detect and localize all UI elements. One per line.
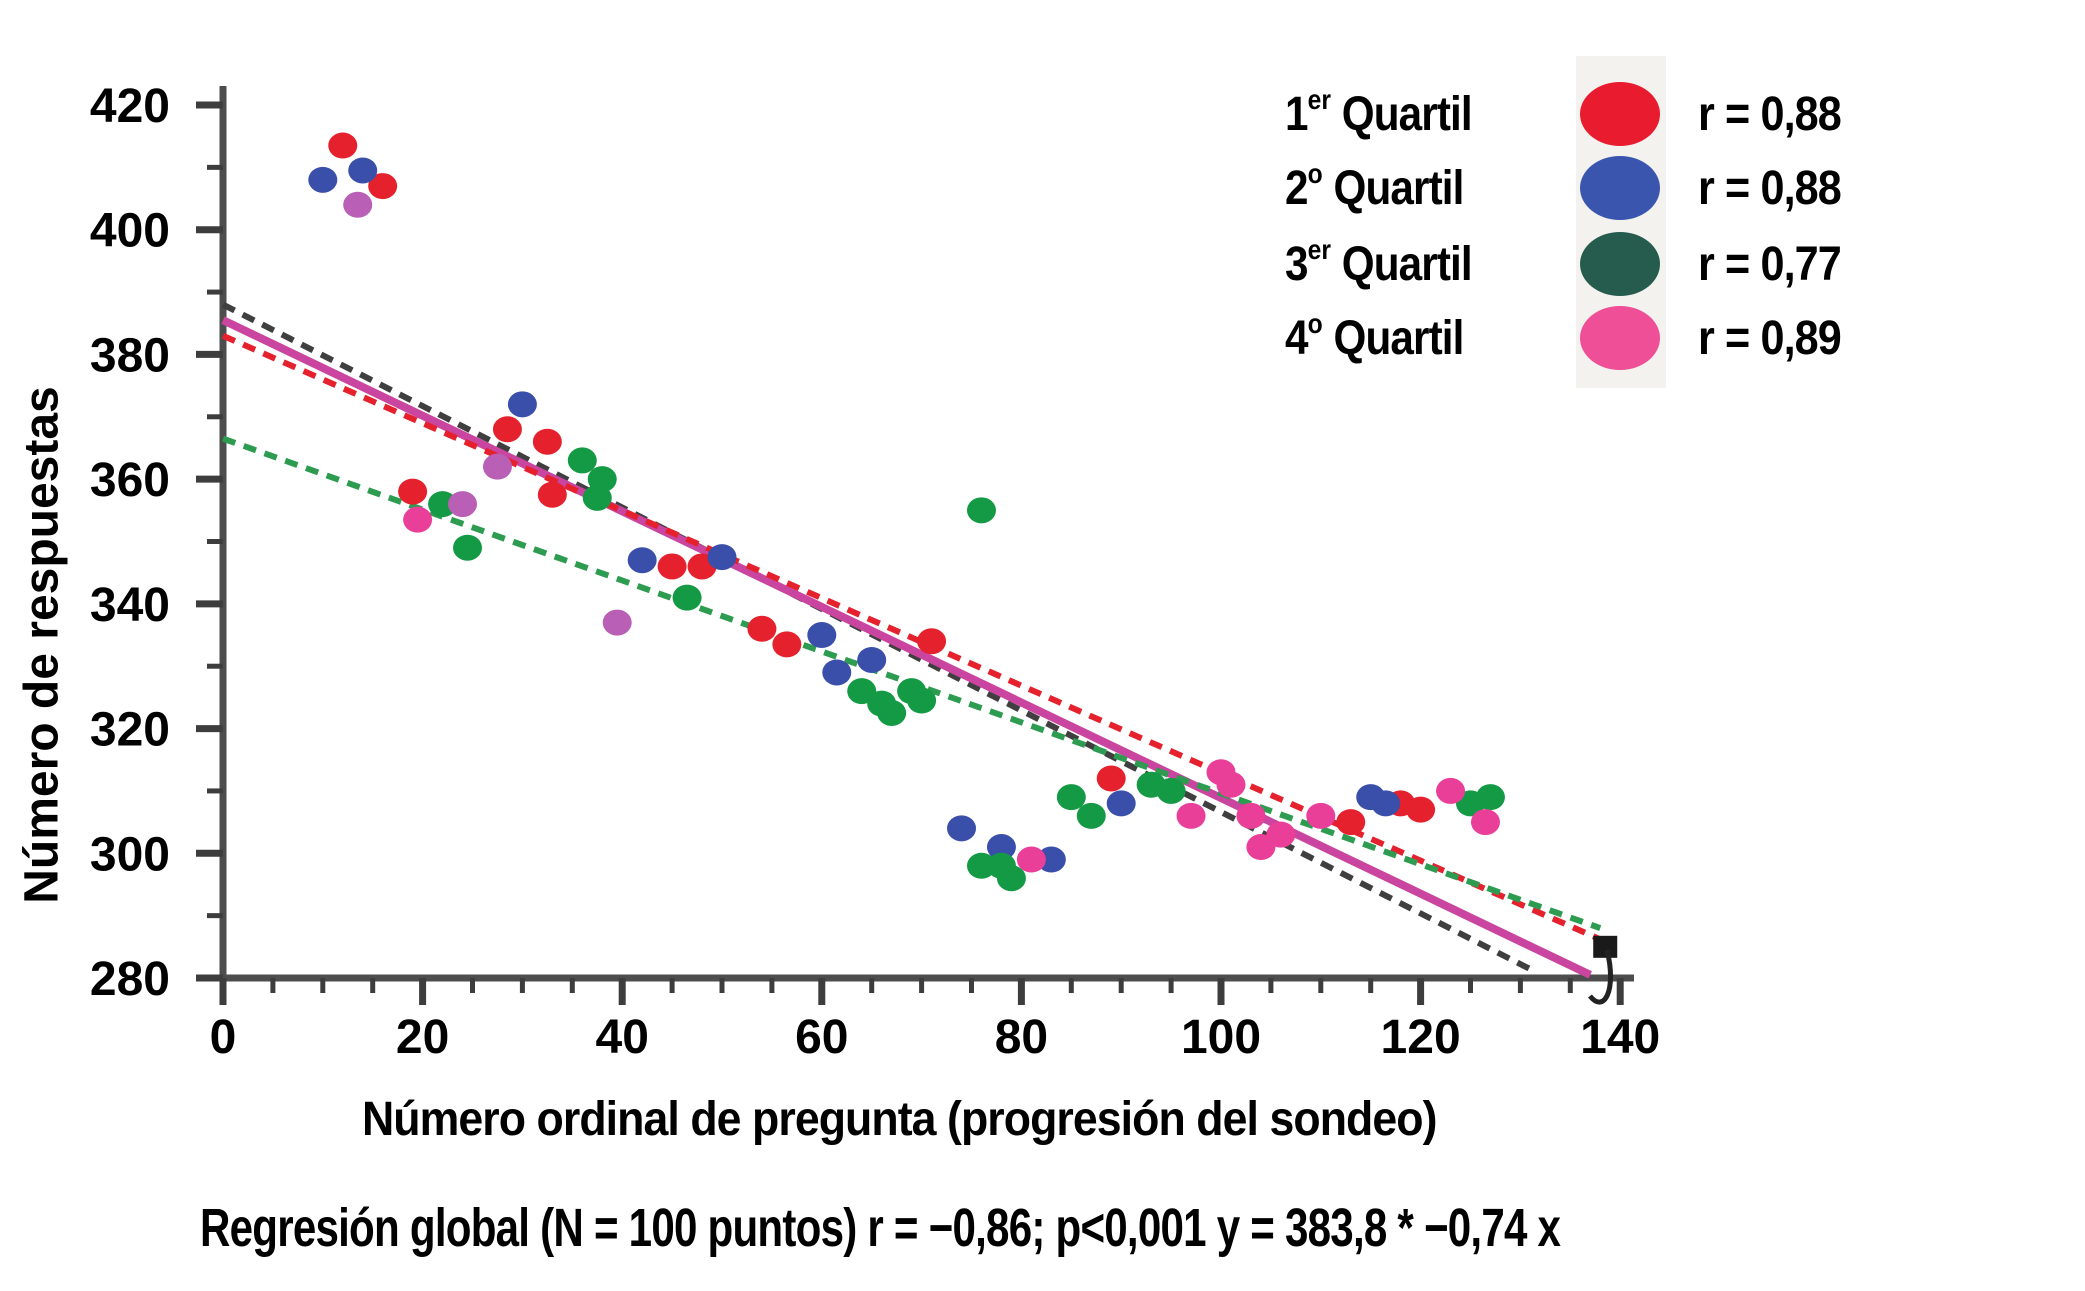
data-point-q1 [772,631,802,658]
data-point-q1 [657,553,687,580]
legend-row-q1: 1er Quartil r = 0,88 [1285,80,2005,148]
legend-r-value: r = 0,89 [1698,311,1842,365]
data-point-q3 [966,497,996,524]
data-point-q4 [602,609,632,636]
data-point-q3 [453,534,483,561]
data-point-q1 [532,428,562,455]
x-tick-label: 140 [1580,1011,1660,1064]
y-tick-label: 300 [90,828,170,881]
y-tick-label: 340 [90,579,170,632]
data-point-q2 [857,646,887,673]
legend-r-value: r = 0,88 [1698,87,1842,141]
data-point-q2 [627,547,657,574]
data-point-q1 [1336,809,1366,836]
data-point-q3 [582,484,612,511]
regression-line-magenta [221,316,1592,979]
data-point-q4 [448,491,478,518]
data-point-q1 [1406,796,1436,823]
data-point-q2 [947,815,977,842]
data-point-q1 [368,173,398,200]
data-point-q2 [1106,790,1136,817]
x-tick-label: 40 [596,1011,649,1064]
data-point-q3 [567,447,597,474]
data-point-q1 [917,628,947,655]
data-point-q4 [343,191,373,218]
regression-line-red [221,332,1612,947]
x-axis-title: Número ordinal de pregunta (progresión d… [362,1093,1437,1146]
data-point-q1 [398,478,428,505]
legend-label: 4o Quartil [1285,307,1464,365]
x-tick-label: 80 [995,1011,1048,1064]
legend-swatch-q4 [1580,306,1660,370]
data-point-q4 [1436,777,1466,804]
data-point-q4 [1016,846,1046,873]
y-tick-label: 380 [90,329,170,382]
scan-artifact-hook [1588,949,1613,1005]
data-point-q4 [1216,771,1246,798]
data-point-q3 [672,584,702,611]
legend-row-q3: 3er Quartil r = 0,77 [1285,230,2005,298]
data-point-q2 [1371,790,1401,817]
data-point-q2 [807,622,837,649]
data-point-q4 [1176,802,1206,829]
legend-swatch-q3 [1580,232,1660,296]
data-point-q4 [1266,821,1296,848]
x-tick-label: 20 [396,1011,449,1064]
x-tick-label: 60 [795,1011,848,1064]
legend-swatch-q1 [1580,82,1660,146]
x-tick-label: 100 [1181,1011,1261,1064]
data-point-q3 [877,699,907,726]
data-point-q2 [986,834,1016,861]
data-point-q4 [1236,802,1266,829]
y-axis-title: Número de respuestas [15,386,69,904]
data-point-q3 [1475,784,1505,811]
regression-caption: Regresión global (N = 100 puntos) r = −0… [200,1198,1561,1258]
data-point-q3 [996,865,1026,892]
y-tick-label: 320 [90,704,170,757]
data-point-q4 [1470,809,1500,836]
line-end-square [1593,935,1618,958]
data-point-q4 [482,453,512,480]
legend-label: 1er Quartil [1285,83,1473,141]
data-point-q4 [403,506,433,533]
data-point-q1 [747,615,777,642]
data-point-q2 [507,391,537,418]
data-point-q1 [537,481,567,508]
data-point-q3 [966,852,996,879]
data-point-q2 [308,166,338,193]
x-tick-label: 120 [1381,1011,1461,1064]
data-point-q3 [1056,784,1086,811]
y-tick-label: 360 [90,454,170,507]
data-point-q3 [1076,802,1106,829]
legend-row-q4: 4o Quartil r = 0,89 [1285,304,2005,372]
legend-r-value: r = 0,77 [1698,237,1842,291]
data-point-q2 [707,544,737,571]
data-point-q3 [1156,777,1186,804]
data-point-q1 [1096,765,1126,792]
legend-label: 3er Quartil [1285,233,1473,291]
y-tick-label: 280 [90,953,170,1006]
y-tick-label: 420 [90,80,170,133]
legend-r-value: r = 0,88 [1698,161,1842,215]
data-point-q2 [822,659,852,686]
data-point-q2 [348,157,378,184]
data-point-q2 [1036,846,1066,873]
legend-swatch-q2 [1580,156,1660,220]
data-point-q4 [1306,802,1336,829]
data-point-q1 [492,416,522,443]
data-point-q3 [907,687,937,714]
legend-label: 2o Quartil [1285,157,1464,215]
y-tick-label: 400 [90,205,170,258]
data-point-q3 [428,491,458,518]
legend-row-q2: 2o Quartil r = 0,88 [1285,154,2005,222]
x-tick-label: 0 [210,1011,237,1064]
data-point-q1 [328,132,358,159]
